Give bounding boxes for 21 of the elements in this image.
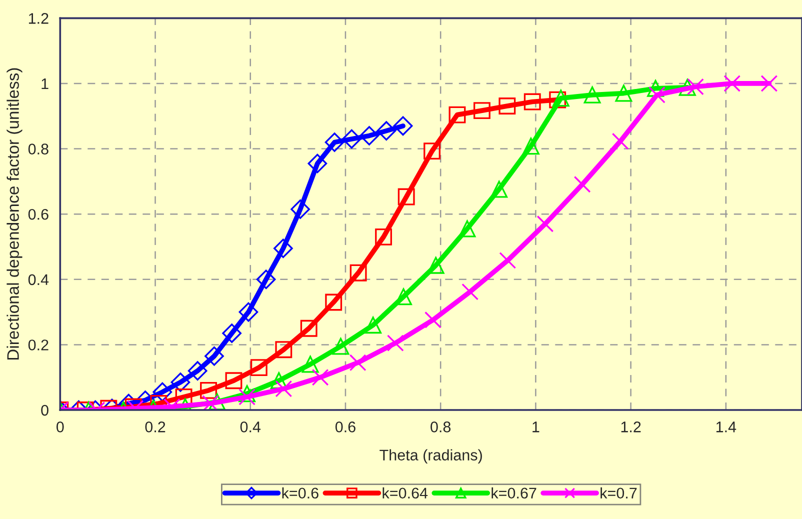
y-tick-label: 0.6 [28,208,48,220]
legend-label: k=0.6 [282,487,318,499]
x-tick-label: 0.8 [430,422,451,432]
y-tick-label: 0.4 [28,274,49,286]
x-tick-label: 1.4 [716,422,736,432]
x-tick-label: 0.4 [240,422,261,432]
x-tick-label: 1 [532,422,540,432]
x-tick-label: 0.6 [335,422,356,432]
y-tick-label: 0 [41,404,48,416]
legend-label: k=0.7 [600,487,637,499]
x-axis-title: Theta (radians) [380,449,482,464]
y-tick-label: 1 [42,78,48,90]
legend-label: k=0.64 [382,487,428,499]
y-tick-label: 1.2 [28,13,48,24]
x-tick-label: 1.2 [621,422,641,432]
y-tick-label: 0.8 [28,144,48,154]
x-tick-label: 0 [56,422,64,432]
y-tick-label: 0.2 [28,340,48,350]
legend-label: k=0.67 [492,487,536,499]
x-tick-label: 0.2 [145,422,166,432]
y-axis-title: Directional dependence factor (unitless) [6,68,22,360]
